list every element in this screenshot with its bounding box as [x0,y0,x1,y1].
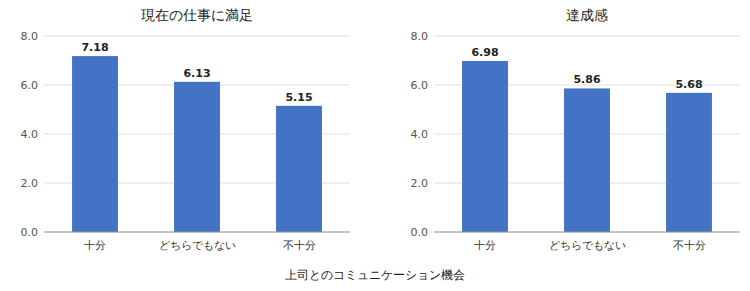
y-tick-label: 8.0 [21,30,39,43]
x-axis-line [44,232,350,233]
bar [462,61,508,232]
bar [666,93,712,232]
y-tick-label: 6.0 [21,79,39,92]
bars [462,61,712,232]
data-label: 6.98 [471,46,498,59]
x-tick-label: 不十分 [283,239,316,252]
data-label: 5.15 [285,91,312,104]
chart-container: 現在の仕事に満足 0.0 2.0 4.0 6.0 8.0 7.18 6.13 5.15 十分 どちら… [0,0,750,291]
x-axis-label: 上司とのコミュニケーション機会 [285,268,465,282]
x-tick-label: どちらでもない [159,239,236,252]
grid-line [434,36,740,37]
x-tick-label: どちらでもない [549,239,626,252]
panel: 達成感 0.0 2.0 4.0 6.0 8.0 6.98 5.86 5.68 十分 どちらでもない 不… [411,7,741,252]
panel: 現在の仕事に満足 0.0 2.0 4.0 6.0 8.0 7.18 6.13 5.15 十分 どちら… [21,7,351,252]
data-label: 5.86 [573,73,600,86]
y-tick-label: 2.0 [411,177,429,190]
figure: 現在の仕事に満足 0.0 2.0 4.0 6.0 8.0 7.18 6.13 5.15 十分 どちら… [0,0,750,291]
y-tick-label: 8.0 [411,30,429,43]
labels: 7.18 6.13 5.15 [81,41,312,104]
labels: 6.98 5.86 5.68 [471,46,702,91]
y-tick-label: 0.0 [21,226,39,239]
x-tick-label: 不十分 [673,239,706,252]
title: 達成感 [566,7,608,23]
y-tick-label: 0.0 [411,226,429,239]
x-tick-label: 十分 [474,239,496,252]
bar [276,106,322,232]
title: 現在の仕事に満足 [141,7,253,23]
data-label: 5.68 [675,78,702,91]
data-label: 7.18 [81,41,108,54]
grid-line [44,36,350,37]
bar [174,82,220,232]
x-tick-label: 十分 [84,239,106,252]
grid-line [44,232,350,233]
y-tick-label: 4.0 [21,128,39,141]
grid-line [434,232,740,233]
bar [72,56,118,232]
x-axis-line [434,232,740,233]
bar [564,88,610,232]
data-label: 6.13 [183,67,210,80]
y-tick-label: 4.0 [411,128,429,141]
y-tick-label: 6.0 [411,79,429,92]
bars [72,56,322,232]
y-tick-label: 2.0 [21,177,39,190]
